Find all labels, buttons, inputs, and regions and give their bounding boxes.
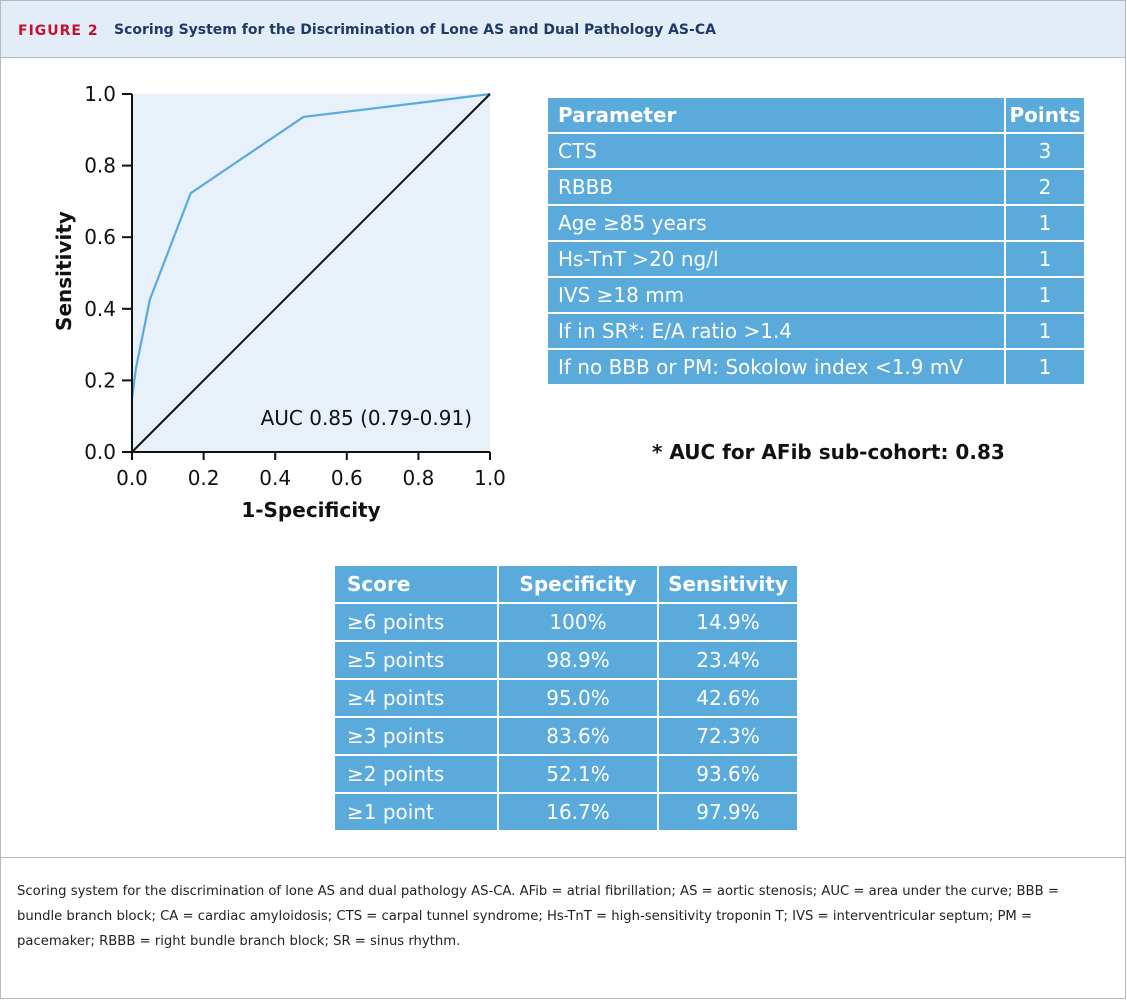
table-row: ≥2 points 52.1% 93.6% [333, 754, 799, 794]
points-cell: 1 [1004, 276, 1086, 314]
figure-title: Scoring System for the Discrimination of… [114, 22, 716, 38]
figure-caption: Scoring system for the discrimination of… [17, 884, 1059, 949]
table-row: ≥1 point 16.7% 97.9% [333, 792, 799, 832]
sensitivity-cell: 72.3% [657, 716, 799, 756]
score-table-header: Score Specificity Sensitivity [333, 564, 799, 604]
parameter-cell: RBBB [546, 168, 1006, 206]
specificity-cell: 16.7% [497, 792, 659, 832]
table-row: If no BBB or PM: Sokolow index <1.9 mV 1 [546, 348, 1086, 386]
reference-diagonal-line [131, 93, 491, 453]
roc-chart: 0.0 0.2 0.4 0.6 0.8 1.0 0.0 0.2 0.4 0.6 0.8 1.0 AUC… [52, 82, 506, 522]
table-row: Hs-TnT >20 ng/l 1 [546, 240, 1086, 278]
points-cell: 2 [1004, 168, 1086, 206]
x-tick-label: 0.0 [116, 466, 148, 490]
points-cell: 1 [1004, 240, 1086, 278]
y-tick-label: 0.2 [84, 368, 116, 392]
points-cell: 1 [1004, 312, 1086, 350]
table-row: RBBB 2 [546, 168, 1086, 206]
points-header: Points [1004, 96, 1086, 134]
parameter-cell: If in SR*: E/A ratio >1.4 [546, 312, 1006, 350]
caption-separator [1, 857, 1125, 858]
parameter-table-header: Parameter Points [546, 96, 1086, 134]
points-cell: 3 [1004, 132, 1086, 170]
parameter-cell: Hs-TnT >20 ng/l [546, 240, 1006, 278]
y-tick-label: 0.8 [84, 154, 116, 178]
parameter-cell: Age ≥85 years [546, 204, 1006, 242]
specificity-cell: 95.0% [497, 678, 659, 718]
axis-ticks: 0.0 0.2 0.4 0.6 0.8 1.0 0.0 0.2 0.4 0.6 0.8 1.0 [84, 82, 506, 490]
table-row: ≥4 points 95.0% 42.6% [333, 678, 799, 718]
table-row: ≥3 points 83.6% 72.3% [333, 716, 799, 756]
score-cell: ≥6 points [333, 602, 499, 642]
y-tick-label: 1.0 [84, 82, 116, 106]
specificity-cell: 52.1% [497, 754, 659, 794]
parameter-header: Parameter [546, 96, 1006, 134]
table-row: If in SR*: E/A ratio >1.4 1 [546, 312, 1086, 350]
score-cell: ≥3 points [333, 716, 499, 756]
sensitivity-cell: 14.9% [657, 602, 799, 642]
figure-label: FIGURE 2 [18, 23, 99, 39]
sensitivity-cell: 93.6% [657, 754, 799, 794]
parameter-cell: If no BBB or PM: Sokolow index <1.9 mV [546, 348, 1006, 386]
points-cell: 1 [1004, 204, 1086, 242]
y-tick-label: 0.6 [84, 225, 116, 249]
x-tick-label: 0.6 [331, 466, 363, 490]
score-cell: ≥2 points [333, 754, 499, 794]
x-tick-label: 0.2 [188, 466, 220, 490]
auc-subcohort-note: * AUC for AFib sub-cohort: 0.83 [652, 440, 1005, 464]
points-cell: 1 [1004, 348, 1086, 386]
parameter-cell: CTS [546, 132, 1006, 170]
table-row: ≥6 points 100% 14.9% [333, 602, 799, 642]
score-header: Score [333, 564, 499, 604]
parameter-table: Parameter Points CTS 3 RBBB 2 Age ≥85 year… [546, 96, 1086, 386]
y-tick-label: 0.4 [84, 297, 116, 321]
score-cell: ≥5 points [333, 640, 499, 680]
specificity-header: Specificity [497, 564, 659, 604]
sensitivity-cell: 97.9% [657, 792, 799, 832]
table-row: ≥5 points 98.9% 23.4% [333, 640, 799, 680]
x-axis-label: 1-Specificity [241, 498, 380, 522]
sensitivity-header: Sensitivity [657, 564, 799, 604]
y-axis-label: Sensitivity [52, 211, 76, 331]
specificity-cell: 98.9% [497, 640, 659, 680]
specificity-cell: 100% [497, 602, 659, 642]
specificity-cell: 83.6% [497, 716, 659, 756]
auc-annotation: AUC 0.85 (0.79-0.91) [261, 406, 472, 430]
x-tick-label: 0.8 [402, 466, 434, 490]
parameter-cell: IVS ≥18 mm [546, 276, 1006, 314]
table-row: Age ≥85 years 1 [546, 204, 1086, 242]
score-table: Score Specificity Sensitivity ≥6 points 1… [333, 564, 799, 832]
table-row: IVS ≥18 mm 1 [546, 276, 1086, 314]
sensitivity-cell: 42.6% [657, 678, 799, 718]
y-tick-label: 0.0 [84, 440, 116, 464]
x-tick-label: 0.4 [259, 466, 291, 490]
x-tick-label: 1.0 [474, 466, 506, 490]
sensitivity-cell: 23.4% [657, 640, 799, 680]
score-cell: ≥4 points [333, 678, 499, 718]
figure-header: FIGURE 2 Scoring System for the Discrimi… [1, 1, 1125, 58]
table-row: CTS 3 [546, 132, 1086, 170]
score-cell: ≥1 point [333, 792, 499, 832]
